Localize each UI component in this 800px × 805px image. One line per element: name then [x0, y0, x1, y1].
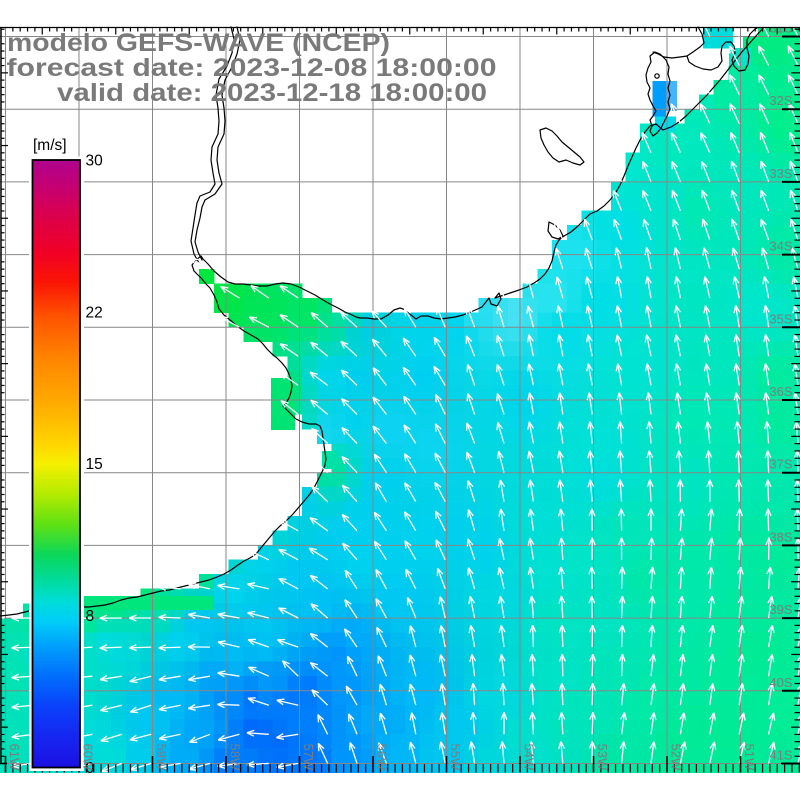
svg-text:35S: 35S	[769, 311, 792, 326]
svg-text:22: 22	[86, 304, 103, 321]
svg-text:[m/s]: [m/s]	[33, 137, 67, 154]
svg-text:55W: 55W	[448, 744, 463, 771]
svg-text:33S: 33S	[769, 166, 792, 181]
svg-text:51W: 51W	[742, 744, 757, 771]
svg-text:52W: 52W	[669, 744, 684, 771]
svg-text:30: 30	[86, 153, 104, 170]
svg-text:forecast date: 2023-12-08 18:0: forecast date: 2023-12-08 18:00:00	[7, 54, 497, 82]
svg-text:modelo GEFS-WAVE (NCEP): modelo GEFS-WAVE (NCEP)	[7, 29, 390, 57]
svg-text:58W: 58W	[228, 744, 243, 771]
svg-text:53W: 53W	[595, 744, 610, 771]
svg-text:15: 15	[86, 456, 103, 473]
svg-text:41S: 41S	[769, 748, 792, 763]
svg-text:37S: 37S	[769, 457, 792, 472]
svg-text:57W: 57W	[301, 744, 316, 771]
svg-text:0: 0	[86, 760, 95, 777]
svg-text:36S: 36S	[769, 384, 792, 399]
svg-text:38S: 38S	[769, 529, 792, 544]
svg-text:56W: 56W	[375, 744, 390, 771]
svg-text:valid date: 2023-12-18 18:00:0: valid date: 2023-12-18 18:00:00	[57, 79, 487, 107]
svg-text:60W: 60W	[81, 744, 96, 771]
svg-text:54W: 54W	[522, 744, 537, 771]
svg-text:34S: 34S	[769, 239, 792, 254]
svg-text:39S: 39S	[769, 602, 792, 617]
svg-text:32S: 32S	[769, 93, 792, 108]
svg-text:59W: 59W	[154, 744, 169, 771]
svg-text:8: 8	[86, 608, 95, 625]
svg-text:61W: 61W	[7, 744, 22, 771]
svg-text:40S: 40S	[769, 675, 792, 690]
svg-text:31S: 31S	[769, 21, 792, 36]
